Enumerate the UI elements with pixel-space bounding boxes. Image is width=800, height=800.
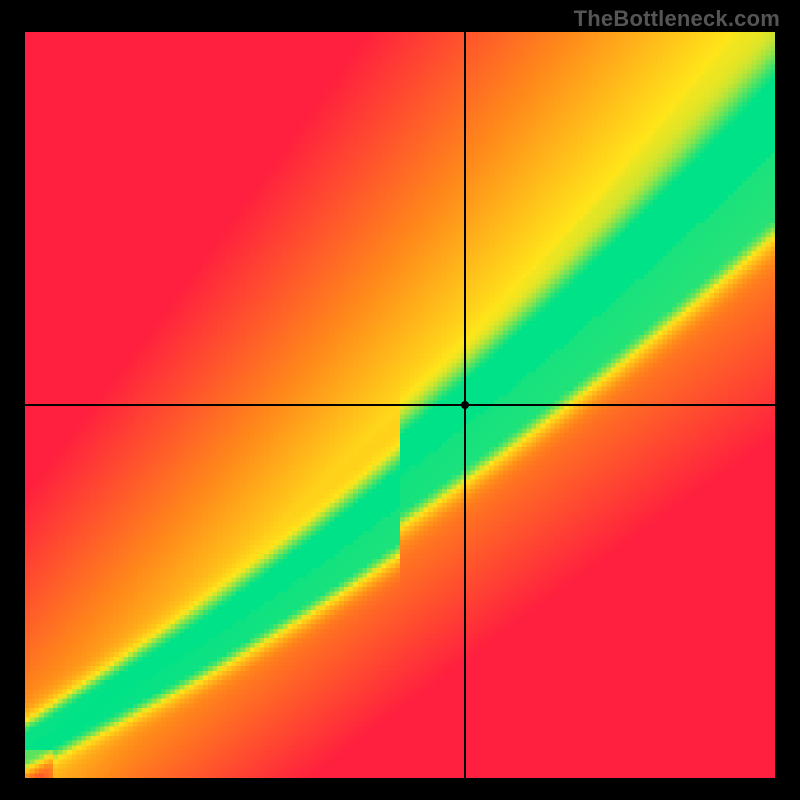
crosshair-dot xyxy=(461,401,469,409)
watermark-text: TheBottleneck.com xyxy=(574,6,780,32)
chart-container: TheBottleneck.com xyxy=(0,0,800,800)
crosshair-horizontal xyxy=(25,404,775,406)
